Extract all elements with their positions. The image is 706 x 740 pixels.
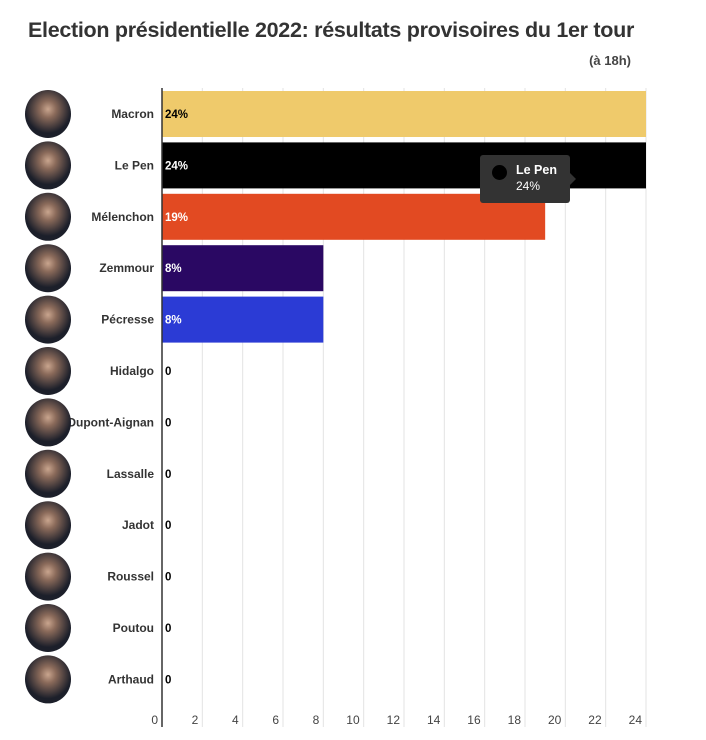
data-label: 0 <box>165 469 171 481</box>
candidate-photo-icon <box>25 295 71 344</box>
category-label: Arthaud <box>108 672 154 686</box>
bar <box>162 296 324 343</box>
x-tick-label: 6 <box>272 713 279 727</box>
category-label: Zemmour <box>99 261 154 275</box>
candidate-photo-icon <box>25 552 71 601</box>
candidate-photo-icon <box>25 449 71 498</box>
x-tick-label: 4 <box>232 713 239 727</box>
x-tick-label: 24 <box>629 713 643 727</box>
data-label: 0 <box>165 674 171 686</box>
category-label: Jadot <box>122 518 154 532</box>
data-label: 24% <box>165 109 188 121</box>
candidate-photo-icon <box>25 192 71 241</box>
category-label: Le Pen <box>115 158 154 172</box>
chart-title: Election présidentielle 2022: résultats … <box>28 18 635 42</box>
x-tick-label: 16 <box>467 713 481 727</box>
data-label: 24% <box>165 160 188 172</box>
x-tick-label: 14 <box>427 713 441 727</box>
category-label: Macron <box>111 107 154 121</box>
x-tick-label: 8 <box>313 713 320 727</box>
candidate-photo-icon <box>25 141 71 190</box>
x-tick-label: 20 <box>548 713 562 727</box>
category-label: Roussel <box>107 570 154 584</box>
bar <box>162 245 324 292</box>
category-label: Lassalle <box>107 467 155 481</box>
category-label: Dupont-Aignan <box>67 415 154 429</box>
data-label: 8% <box>165 263 182 275</box>
data-label: 0 <box>165 572 171 584</box>
chart-subtitle: (à 18h) <box>589 53 631 68</box>
category-label: Poutou <box>113 621 154 635</box>
x-tick-label: 18 <box>508 713 522 727</box>
tooltip-name: Le Pen <box>516 163 557 177</box>
tooltip: Le Pen 24% <box>480 155 576 203</box>
category-label: Pécresse <box>101 313 154 327</box>
data-label: 8% <box>165 315 182 327</box>
data-label: 0 <box>165 623 171 635</box>
candidate-photo-icon <box>25 604 71 652</box>
x-tick-label: 12 <box>387 713 401 727</box>
data-label: 0 <box>165 366 171 378</box>
candidate-photo-icon <box>25 244 71 293</box>
tooltip-color-dot-icon <box>492 165 507 180</box>
data-label: 0 <box>165 417 171 429</box>
candidate-photo-icon <box>25 501 71 550</box>
x-tick-label: 22 <box>588 713 602 727</box>
candidate-photo-icon <box>25 398 71 447</box>
x-tick-label: 0 <box>151 713 158 727</box>
category-label: Mélenchon <box>91 210 154 224</box>
candidate-photo-icon <box>25 347 71 395</box>
x-tick-label: 2 <box>192 713 199 727</box>
bar <box>162 91 646 137</box>
x-tick-label: 10 <box>346 713 360 727</box>
tooltip-value: 24% <box>516 179 541 193</box>
data-label: 0 <box>165 520 171 532</box>
data-label: 19% <box>165 212 188 224</box>
candidate-photo-icon <box>25 90 71 138</box>
category-label: Hidalgo <box>110 364 154 378</box>
candidate-photo-icon <box>25 655 71 704</box>
